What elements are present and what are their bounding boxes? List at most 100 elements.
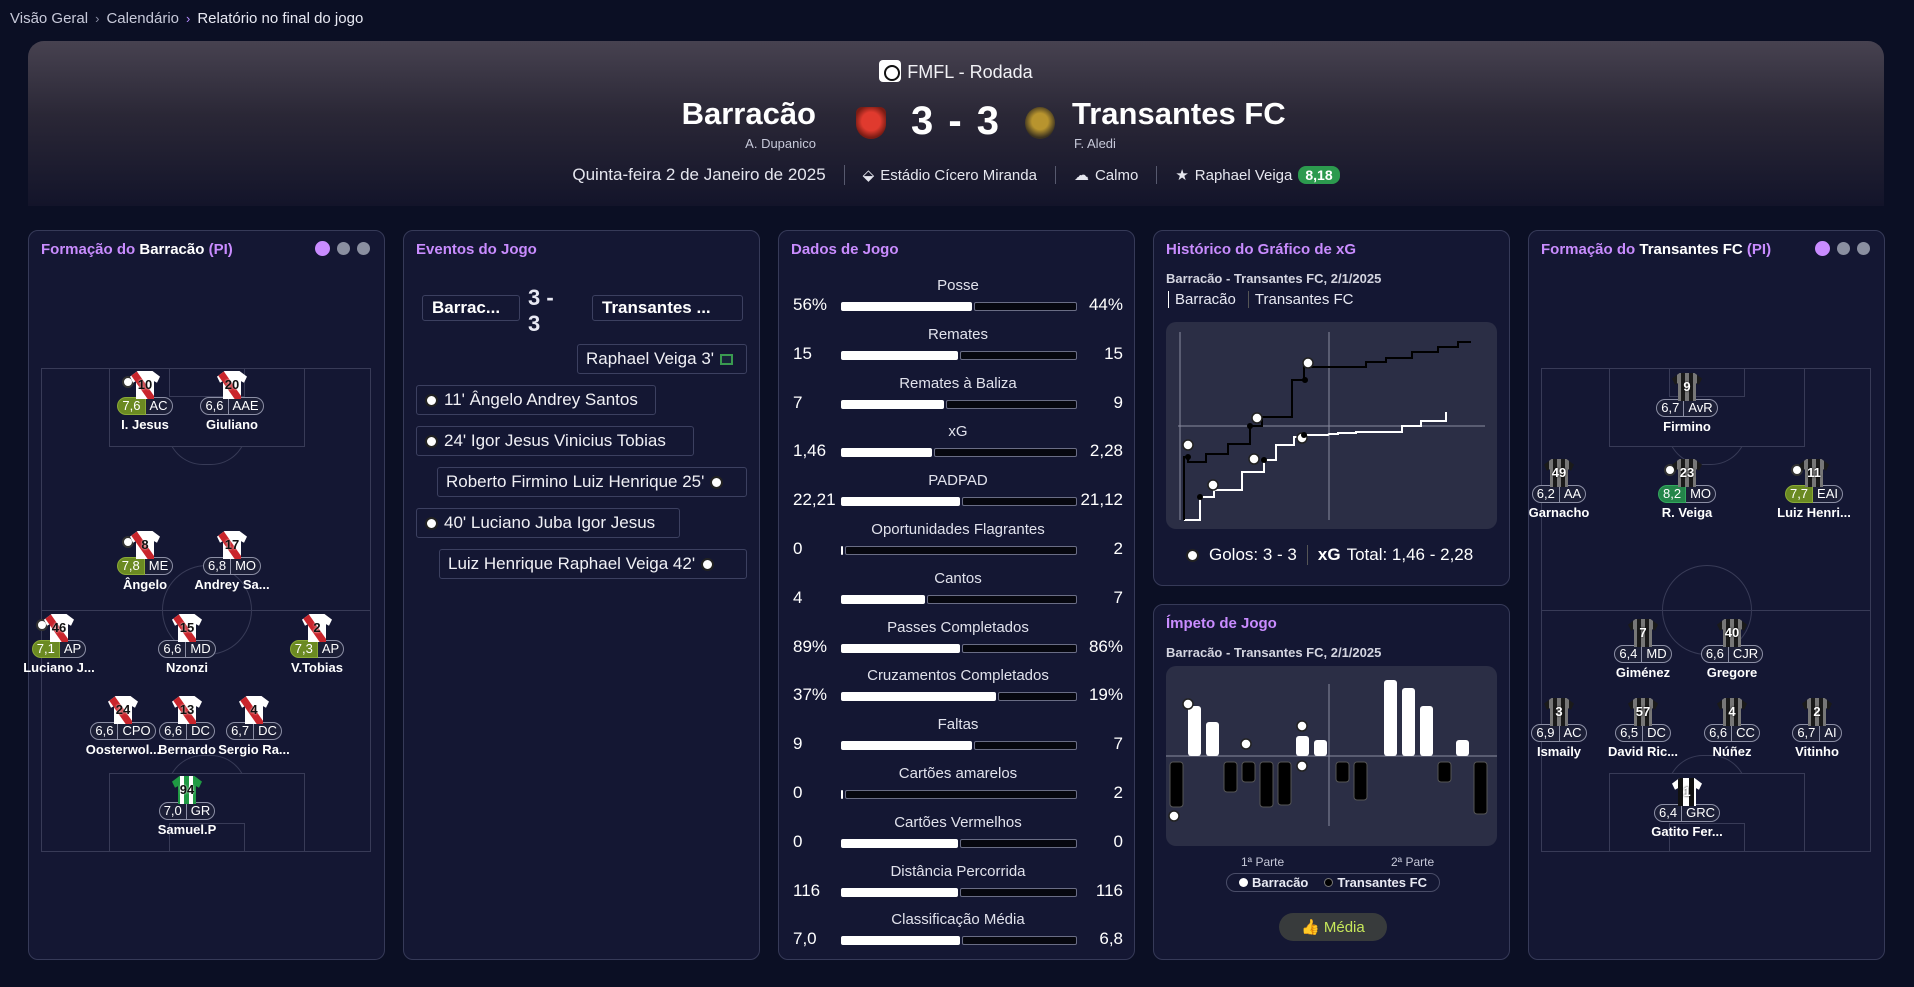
player-position: AA xyxy=(1559,485,1587,503)
player-card[interactable]: 7 6,4 MD Giménez xyxy=(1598,619,1688,680)
pager-dot[interactable] xyxy=(1857,242,1870,255)
shirt-number: 20 xyxy=(224,377,240,392)
event-item[interactable]: 11' Ângelo Andrey Santos xyxy=(416,385,656,415)
event-text: 40' Luciano Juba Igor Jesus xyxy=(444,513,656,532)
player-card[interactable]: 10 7,6 AC I. Jesus xyxy=(100,371,190,432)
player-card[interactable]: 15 6,6 MD Nzonzi xyxy=(142,614,232,675)
momentum-bar xyxy=(1223,761,1238,793)
player-card[interactable]: 2 7,3 AP V.Tobias xyxy=(272,614,362,675)
weather-icon: ☁ xyxy=(1073,167,1089,184)
stat-home-value: 56% xyxy=(793,295,828,314)
shirt-number: 40 xyxy=(1724,625,1740,640)
player-card[interactable]: 57 6,5 DC David Ric... xyxy=(1598,698,1688,759)
stat-home-value: 116 xyxy=(793,880,821,900)
stat-bar-home xyxy=(841,594,926,604)
player-card[interactable]: 23 8,2 MO R. Veiga xyxy=(1642,459,1732,520)
lineup-pager[interactable] xyxy=(1815,241,1870,256)
second-half-label: 2ª Parte xyxy=(1391,855,1435,869)
pager-dot[interactable] xyxy=(357,242,370,255)
momentum-subtitle: Barracão - Transantes FC, 2/1/2025 xyxy=(1166,645,1382,660)
pager-dot[interactable] xyxy=(337,242,350,255)
lineup-pager[interactable] xyxy=(315,241,370,256)
player-card[interactable]: 3 6,9 AC Ismaily xyxy=(1514,698,1604,759)
stat-label: PADPAD xyxy=(928,472,988,490)
away-coach[interactable]: F. Aledi xyxy=(1074,136,1116,151)
stat-row: Oportunidades Flagrantes 0 2 xyxy=(793,521,1123,570)
event-text: 11' Ângelo Andrey Santos xyxy=(444,390,638,409)
player-card[interactable]: 94 7,0 GR Samuel.P xyxy=(142,776,232,837)
competition[interactable]: FMFL - Rodada xyxy=(28,60,1884,83)
player-position: AC xyxy=(145,397,173,415)
player-name: David Ric... xyxy=(1607,744,1679,759)
stat-bar xyxy=(841,790,1077,799)
pager-dot[interactable] xyxy=(315,241,330,256)
player-card[interactable]: 4 6,7 DC Sergio Ra... xyxy=(209,696,299,757)
breadcrumb: Visão Geral › Calendário › Relatório no … xyxy=(10,10,363,27)
event-item[interactable]: Luiz Henrique Raphael Veiga 42' xyxy=(439,549,747,579)
events-home-team[interactable]: Barrac... xyxy=(422,295,520,321)
stadium[interactable]: ⬙ Estádio Cícero Miranda xyxy=(845,166,1056,184)
mvp-name: Raphael Veiga xyxy=(1194,166,1293,184)
player-card[interactable]: 46 7,1 AP Luciano J... xyxy=(14,614,104,675)
player-card[interactable]: 9 6,7 AvR Firmino xyxy=(1642,373,1732,434)
average-button[interactable]: 👍 Média xyxy=(1279,913,1387,941)
player-name: Firmino xyxy=(1663,419,1711,434)
stat-bar-away xyxy=(973,741,1077,751)
shirt-icon: 10 xyxy=(130,371,160,399)
player-card[interactable]: 8 7,8 ME Ângelo xyxy=(100,531,190,592)
momentum-bar xyxy=(1473,761,1488,815)
stat-bar-away xyxy=(959,350,1077,360)
pager-dot[interactable] xyxy=(1837,242,1850,255)
player-card[interactable]: 1 6,4 GRC Gatito Fer... xyxy=(1642,778,1732,839)
player-name: Luciano J... xyxy=(23,660,95,675)
player-card[interactable]: 11 7,7 EAI Luiz Henri... xyxy=(1769,459,1859,520)
away-team-name[interactable]: Transantes FC xyxy=(1072,96,1286,131)
goal-ball-icon xyxy=(425,516,438,530)
stat-home-value: 37% xyxy=(793,685,828,705)
momentum-title: Ímpeto de Jogo xyxy=(1166,615,1277,632)
stadium-icon: ⬙ xyxy=(862,167,875,184)
stat-home-value: 0 xyxy=(793,831,803,851)
player-card[interactable]: 2 6,7 AI Vitinho xyxy=(1772,698,1862,759)
player-card[interactable]: 13 6,6 DC Bernardo xyxy=(142,696,232,757)
pager-dot[interactable] xyxy=(1815,241,1830,256)
stat-bar xyxy=(841,594,1077,604)
xg-team-toggle[interactable]: Barracão Transantes FC xyxy=(1168,291,1354,308)
breadcrumb-current: Relatório no final do jogo xyxy=(197,10,364,27)
shirt-icon: 46 xyxy=(44,614,74,642)
player-card[interactable]: 24 6,6 CPO Oosterwol... xyxy=(78,696,168,757)
breadcrumb-overview[interactable]: Visão Geral xyxy=(10,10,89,27)
player-name: I. Jesus xyxy=(121,417,169,432)
player-rating: 7,3 xyxy=(289,640,318,658)
home-team-name[interactable]: Barracão xyxy=(681,96,816,131)
shirt-icon: 4 xyxy=(1717,698,1747,726)
pitch xyxy=(1541,368,1871,852)
event-item[interactable]: 24' Igor Jesus Vinicius Tobias xyxy=(416,426,694,456)
event-item[interactable]: 40' Luciano Juba Igor Jesus xyxy=(416,508,680,538)
stat-bar-home xyxy=(841,302,972,311)
shirt-number: 2 xyxy=(1813,704,1821,719)
player-card[interactable]: 20 6,6 AAE Giuliano xyxy=(187,371,277,432)
event-item[interactable]: Raphael Veiga 3' xyxy=(577,344,747,374)
breadcrumb-calendar[interactable]: Calendário xyxy=(106,10,179,27)
home-coach[interactable]: A. Dupanico xyxy=(745,136,816,151)
player-card[interactable]: 17 6,8 MO Andrey Sa... xyxy=(187,531,277,592)
xg-tab-away[interactable]: Transantes FC xyxy=(1247,291,1354,308)
player-card[interactable]: 49 6,2 AA Garnacho xyxy=(1514,459,1604,520)
stat-home-value: 4 xyxy=(793,587,803,607)
stat-home-value: 0 xyxy=(793,783,803,802)
xg-line-away xyxy=(1183,341,1471,520)
player-rating: 6,7 xyxy=(1656,399,1685,417)
player-rating: 6,9 xyxy=(1531,724,1560,742)
xg-tab-home[interactable]: Barracão xyxy=(1168,291,1236,308)
player-card[interactable]: 40 6,6 CJR Gregore xyxy=(1687,619,1777,680)
away-lineup-title: Formação do Transantes FC (PI) xyxy=(1541,241,1772,258)
stat-bar-home xyxy=(841,643,960,653)
player-card[interactable]: 4 6,6 CC Núñez xyxy=(1687,698,1777,759)
player-position: MO xyxy=(1686,485,1717,503)
match-header: FMFL - Rodada Barracão A. Dupanico 3 - 3… xyxy=(28,41,1884,206)
player-of-match[interactable]: ★ Raphael Veiga 8,18 xyxy=(1157,166,1357,184)
star-icon: ★ xyxy=(1175,167,1189,184)
event-item[interactable]: Roberto Firmino Luiz Henrique 25' xyxy=(437,467,747,497)
events-away-team[interactable]: Transantes ... xyxy=(592,295,743,321)
